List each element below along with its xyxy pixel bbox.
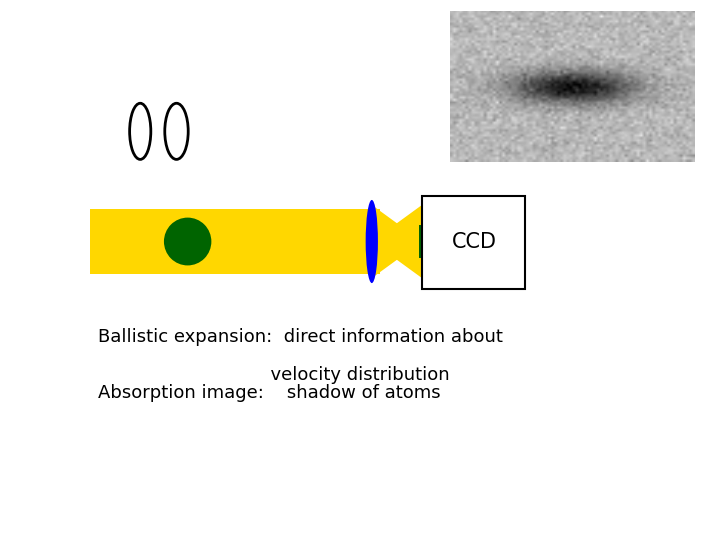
Polygon shape bbox=[372, 205, 422, 278]
Bar bbox=[90, 210, 380, 274]
Bar bbox=[419, 225, 427, 258]
Text: velocity distribution: velocity distribution bbox=[99, 366, 450, 383]
Polygon shape bbox=[372, 205, 422, 278]
Bar bbox=[422, 196, 526, 289]
Text: Ballistic expansion:  direct information about: Ballistic expansion: direct information … bbox=[99, 328, 503, 346]
Ellipse shape bbox=[164, 218, 212, 266]
Text: CCD: CCD bbox=[451, 232, 496, 252]
Ellipse shape bbox=[366, 200, 378, 283]
Text: Absorption image:    shadow of atoms: Absorption image: shadow of atoms bbox=[99, 384, 441, 402]
